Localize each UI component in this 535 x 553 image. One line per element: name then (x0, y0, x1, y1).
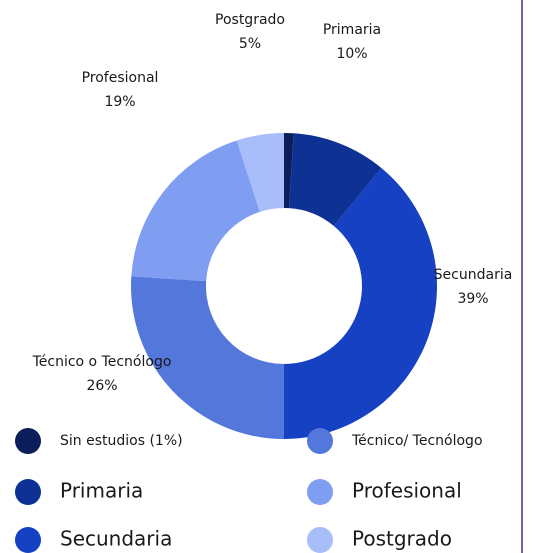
slice-label: Postgrado (215, 12, 285, 28)
legend-label: Secundaria (60, 527, 172, 551)
value-label: 19% (104, 94, 135, 110)
slice-label: Técnico o Tecnólogo (32, 354, 172, 370)
slice-label: Profesional (82, 70, 159, 86)
legend-swatch (307, 527, 333, 553)
value-label: 39% (457, 291, 488, 307)
slice (131, 140, 260, 282)
value-label: 5% (239, 36, 261, 52)
slice (236, 133, 284, 212)
legend-swatch (307, 479, 333, 505)
legend-swatch (307, 428, 333, 454)
legend-label: Postgrado (352, 527, 452, 551)
legend-label: Sin estudios (1%) (60, 433, 183, 449)
value-label: 10% (336, 46, 367, 62)
legend-swatch (15, 479, 41, 505)
legend-label: Técnico/ Tecnólogo (351, 433, 483, 449)
slice-label: Primaria (323, 22, 381, 38)
slice (131, 276, 284, 439)
value-label: 26% (86, 378, 117, 394)
legend-swatch (15, 527, 41, 553)
slice (288, 133, 382, 226)
slice (284, 133, 294, 209)
slice (284, 168, 438, 439)
slice-label: Secundaria (434, 267, 513, 283)
legend-label: Profesional (352, 479, 462, 503)
legend-swatch (15, 428, 41, 454)
legend-label: Primaria (60, 479, 143, 503)
